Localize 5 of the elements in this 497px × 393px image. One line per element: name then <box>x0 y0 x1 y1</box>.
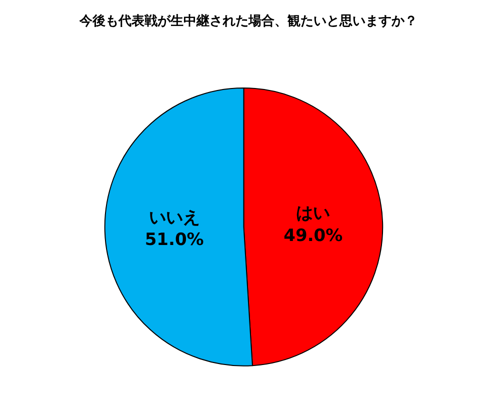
chart-title: 今後も代表戦が生中継された場合、観たいと思いますか？ <box>78 12 418 29</box>
data-label: 51.0% <box>144 230 204 250</box>
slice-label: はい <box>296 204 330 224</box>
slice-label: いいえ <box>148 208 200 228</box>
data-label: 49.0% <box>284 226 343 246</box>
